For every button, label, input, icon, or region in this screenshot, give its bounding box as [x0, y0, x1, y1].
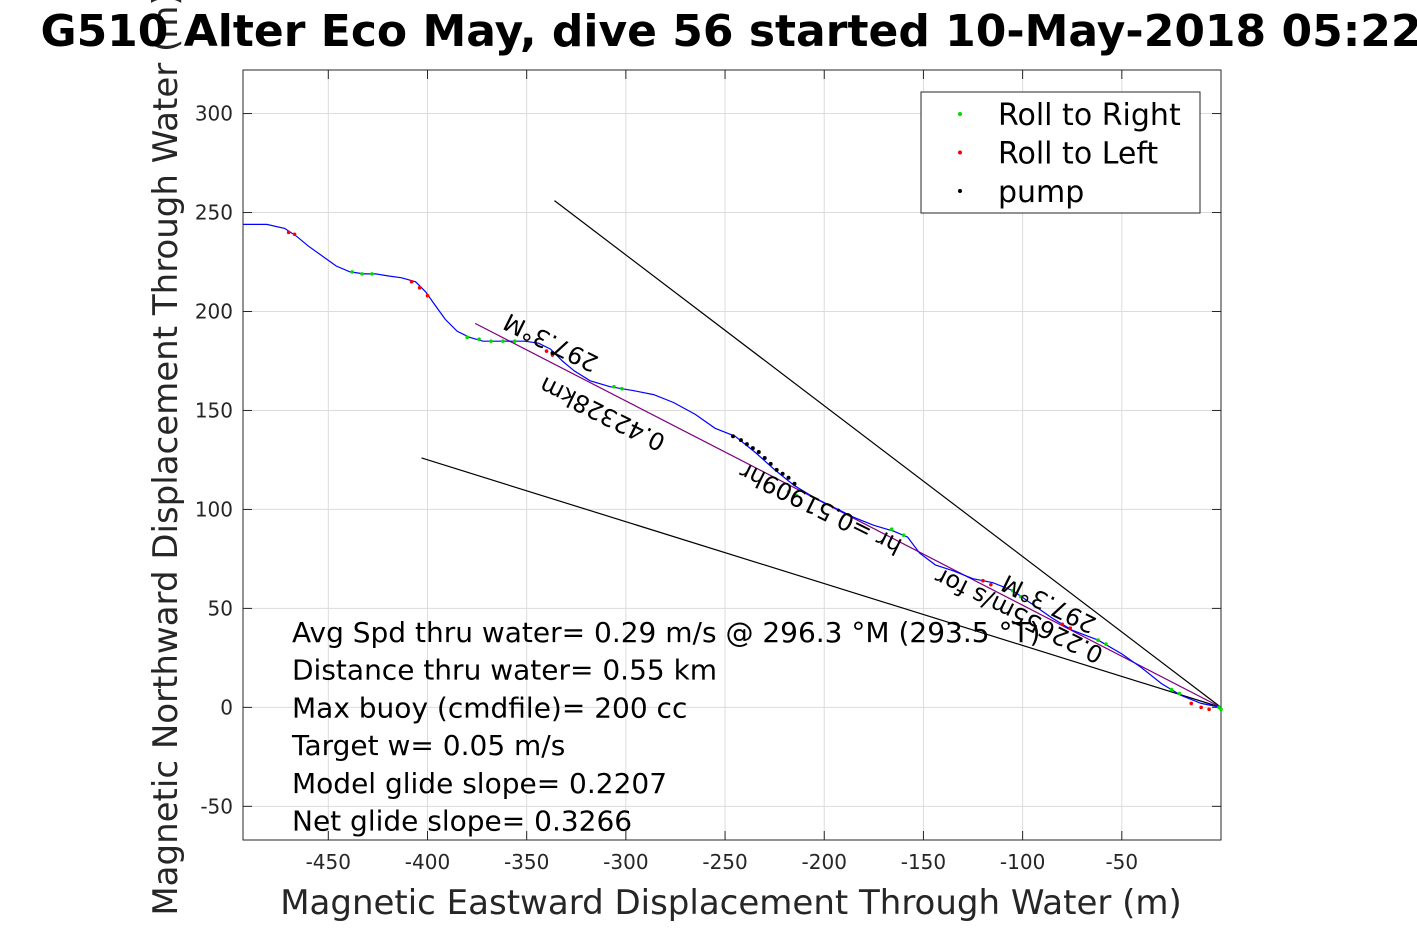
roll-left-marker	[292, 232, 297, 237]
track-line	[243, 223, 1222, 708]
roll-left-marker	[1199, 705, 1203, 710]
legend-label: Roll to Right	[998, 98, 1181, 133]
roll-right-marker	[477, 337, 481, 342]
legend-marker	[958, 112, 962, 116]
x-tick-label: -350	[504, 850, 549, 874]
roll-right-marker	[1219, 707, 1223, 712]
reference-line	[421, 457, 1222, 708]
roll-right-marker	[1169, 687, 1174, 692]
pump-marker	[786, 475, 791, 480]
roll-right-marker	[794, 493, 799, 498]
pump-marker	[750, 446, 755, 451]
y-tick-label: 50	[208, 596, 233, 620]
roll-right-marker	[1096, 638, 1100, 642]
roll-right-marker	[350, 270, 354, 274]
roll-left-marker	[544, 349, 549, 353]
pump-marker	[738, 438, 743, 443]
roll-left-marker	[989, 582, 993, 587]
y-tick-label: 0	[220, 695, 233, 719]
x-tick-label: -450	[306, 850, 351, 874]
y-tick-label: -50	[200, 794, 233, 818]
roll-right-marker	[901, 533, 906, 537]
x-tick-label: -150	[901, 850, 946, 874]
pump-marker	[762, 455, 767, 460]
reference-line	[474, 322, 1222, 708]
x-tick-label: -400	[405, 850, 450, 874]
x-tick-label: -50	[1105, 850, 1138, 874]
roll-right-marker	[489, 339, 493, 343]
legend-label: Roll to Left	[998, 137, 1158, 172]
roll-left-marker	[409, 279, 414, 284]
pump-marker	[550, 351, 555, 356]
x-tick-label: -200	[802, 850, 847, 874]
roll-left-marker	[417, 285, 422, 290]
roll-left-marker	[425, 293, 430, 298]
roll-left-marker	[1068, 626, 1073, 631]
legend-box	[920, 91, 1201, 214]
roll-right-marker	[786, 489, 791, 494]
y-tick-label: 150	[195, 398, 233, 422]
pump-marker	[756, 450, 761, 455]
roll-right-marker	[1010, 588, 1015, 593]
y-tick-label: 200	[195, 299, 233, 323]
roll-left-marker	[286, 230, 291, 235]
stats-line: Max buoy (cmdfile)= 200 cc	[292, 691, 687, 724]
pump-marker	[780, 471, 785, 476]
reference-line	[554, 200, 1222, 708]
stats-line: Net glide slope= 0.3266	[292, 805, 632, 838]
roll-right-marker	[612, 384, 616, 389]
roll-right-marker	[512, 339, 517, 343]
y-tick-label: 250	[195, 201, 233, 225]
roll-left-marker	[1207, 707, 1211, 712]
pump-marker	[768, 461, 773, 466]
roll-right-marker	[360, 272, 364, 276]
y-tick-label: 100	[195, 497, 233, 521]
plot-frame	[242, 69, 1222, 841]
roll-left-marker	[1060, 622, 1065, 627]
y-axis-label: Magnetic Northward Displacement Through …	[146, 0, 186, 916]
reference-lines	[421, 200, 1222, 708]
x-axis-label: Magnetic Eastward Displacement Through W…	[280, 883, 1182, 923]
stats-line: Target w= 0.05 m/s	[291, 729, 565, 762]
roll-left-marker	[1189, 701, 1194, 706]
roll-right-marker	[501, 339, 505, 343]
chart-title: G510 Alter Eco May, dive 56 started 10-M…	[40, 6, 1417, 57]
x-tick-label: -100	[1000, 850, 1045, 874]
pump-marker	[774, 467, 779, 472]
roll-right-marker	[620, 386, 624, 391]
axis-ticks: -450 -400 -350 -300 -250 -200 -150 -100 -50 -50 0 5…	[195, 70, 1221, 874]
roll-right-marker	[1177, 691, 1182, 696]
pump-marker	[792, 481, 797, 486]
roll-markers	[286, 230, 1223, 712]
roll-right-marker	[889, 527, 894, 532]
legend-marker	[958, 150, 962, 155]
pump-marker	[730, 434, 735, 439]
roll-right-marker	[465, 335, 469, 340]
dive-track	[243, 223, 1222, 708]
stats-line: Avg Spd thru water= 0.29 m/s @ 296.3 °M …	[292, 616, 1040, 649]
stats-box: Avg Spd thru water= 0.29 m/s @ 296.3 °M …	[291, 616, 1040, 838]
roll-right-marker	[370, 272, 374, 276]
roll-right-marker	[1104, 642, 1108, 646]
legend-marker	[958, 189, 962, 193]
y-tick-label: 300	[195, 102, 233, 126]
roll-right-marker	[1018, 594, 1023, 599]
roll-left-marker	[981, 578, 985, 583]
stats-line: Model glide slope= 0.2207	[292, 767, 667, 800]
x-tick-label: -300	[603, 850, 648, 874]
x-tick-label: -250	[702, 850, 747, 874]
pump-marker	[744, 442, 749, 447]
stats-line: Distance thru water= 0.55 km	[292, 654, 717, 687]
legend-label: pump	[998, 175, 1084, 210]
